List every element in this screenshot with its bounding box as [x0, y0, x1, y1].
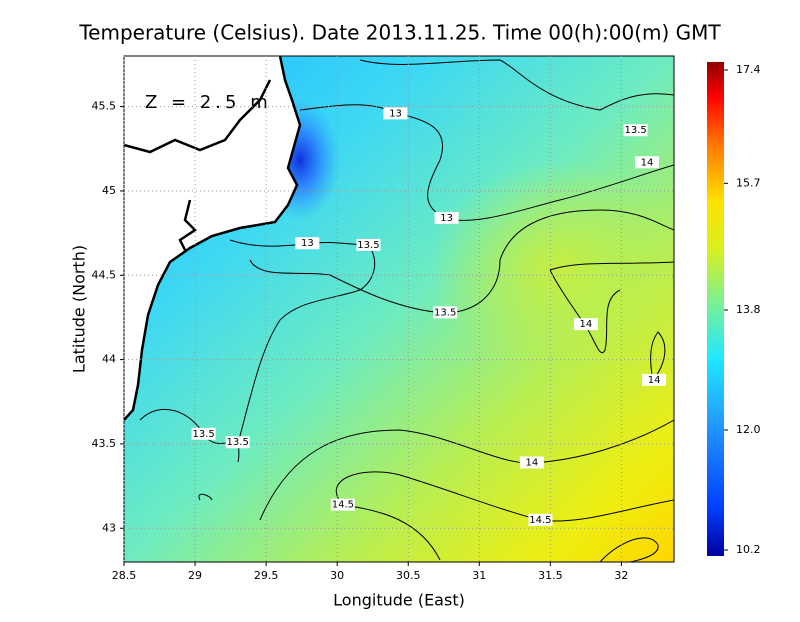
contour-label: 13 [440, 213, 453, 224]
y-tick-label: 45.5 [92, 100, 117, 113]
x-tick-label: 29 [188, 569, 202, 582]
colorbar-tick-label: 17.4 [736, 63, 761, 76]
contour-label-box [295, 237, 320, 250]
contour-label-box [528, 513, 553, 526]
colorbar-tick-label: 12.0 [736, 423, 761, 436]
contour-label-box [383, 107, 408, 120]
contour-label: 13.5 [227, 437, 249, 448]
contour-label: 14.5 [332, 500, 354, 511]
contour-label: 13.5 [624, 125, 646, 136]
y-tick-label: 43.5 [92, 437, 117, 450]
x-tick-label: 31 [472, 569, 486, 582]
land [124, 56, 300, 420]
x-axis-label: Longitude (East) [333, 591, 465, 610]
coastline [124, 56, 302, 421]
contour-label-box [225, 436, 250, 449]
depth-annotation: Z = 2.5 m [145, 92, 272, 113]
contour-label: 13.5 [434, 307, 456, 318]
contour-label: 14.5 [529, 515, 551, 526]
y-axis-label: Latitude (North) [70, 245, 89, 373]
contour-label: 14 [580, 319, 593, 330]
contour-label-box [519, 456, 544, 469]
y-tick-label: 43 [102, 521, 116, 534]
contour-label: 14 [526, 457, 539, 468]
colorbar-tick-label: 15.7 [736, 176, 761, 189]
y-tick-label: 44.5 [92, 268, 117, 281]
coastline-detail [178, 199, 197, 251]
contour-label-box [356, 238, 381, 251]
contour-label-box [634, 156, 659, 169]
contour-label-box [434, 211, 459, 224]
contour-lines [139, 59, 674, 562]
contour-label-box [433, 306, 458, 319]
colorbar [707, 62, 724, 556]
chart-title: Temperature (Celsius). Date 2013.11.25. … [78, 21, 721, 45]
contour-label: 13.5 [192, 429, 214, 440]
contour-label: 14 [648, 375, 661, 386]
colorbar-tick-label: 10.2 [736, 543, 761, 556]
contour-label-box [623, 124, 648, 137]
contour-label-box [191, 427, 216, 440]
contour-label: 13 [389, 108, 402, 119]
contour-label: 13 [301, 238, 314, 249]
contour-label: 13.5 [357, 240, 379, 251]
contour-label-box [642, 373, 667, 386]
contour-label-box [330, 498, 355, 511]
contour-label-box [573, 318, 598, 331]
y-tick-label: 44 [102, 353, 116, 366]
x-tick-label: 29.5 [254, 569, 279, 582]
colorbar-tick-label: 13.8 [736, 303, 761, 316]
x-tick-label: 30 [330, 569, 344, 582]
x-tick-label: 30.5 [396, 569, 421, 582]
warm-area [430, 160, 674, 380]
x-tick-label: 32 [614, 569, 628, 582]
plot-area [124, 56, 674, 562]
x-tick-label: 31.5 [538, 569, 563, 582]
x-tick-label: 28.5 [112, 569, 137, 582]
contour-label: 14 [641, 157, 654, 168]
y-tick-label: 45 [102, 184, 116, 197]
